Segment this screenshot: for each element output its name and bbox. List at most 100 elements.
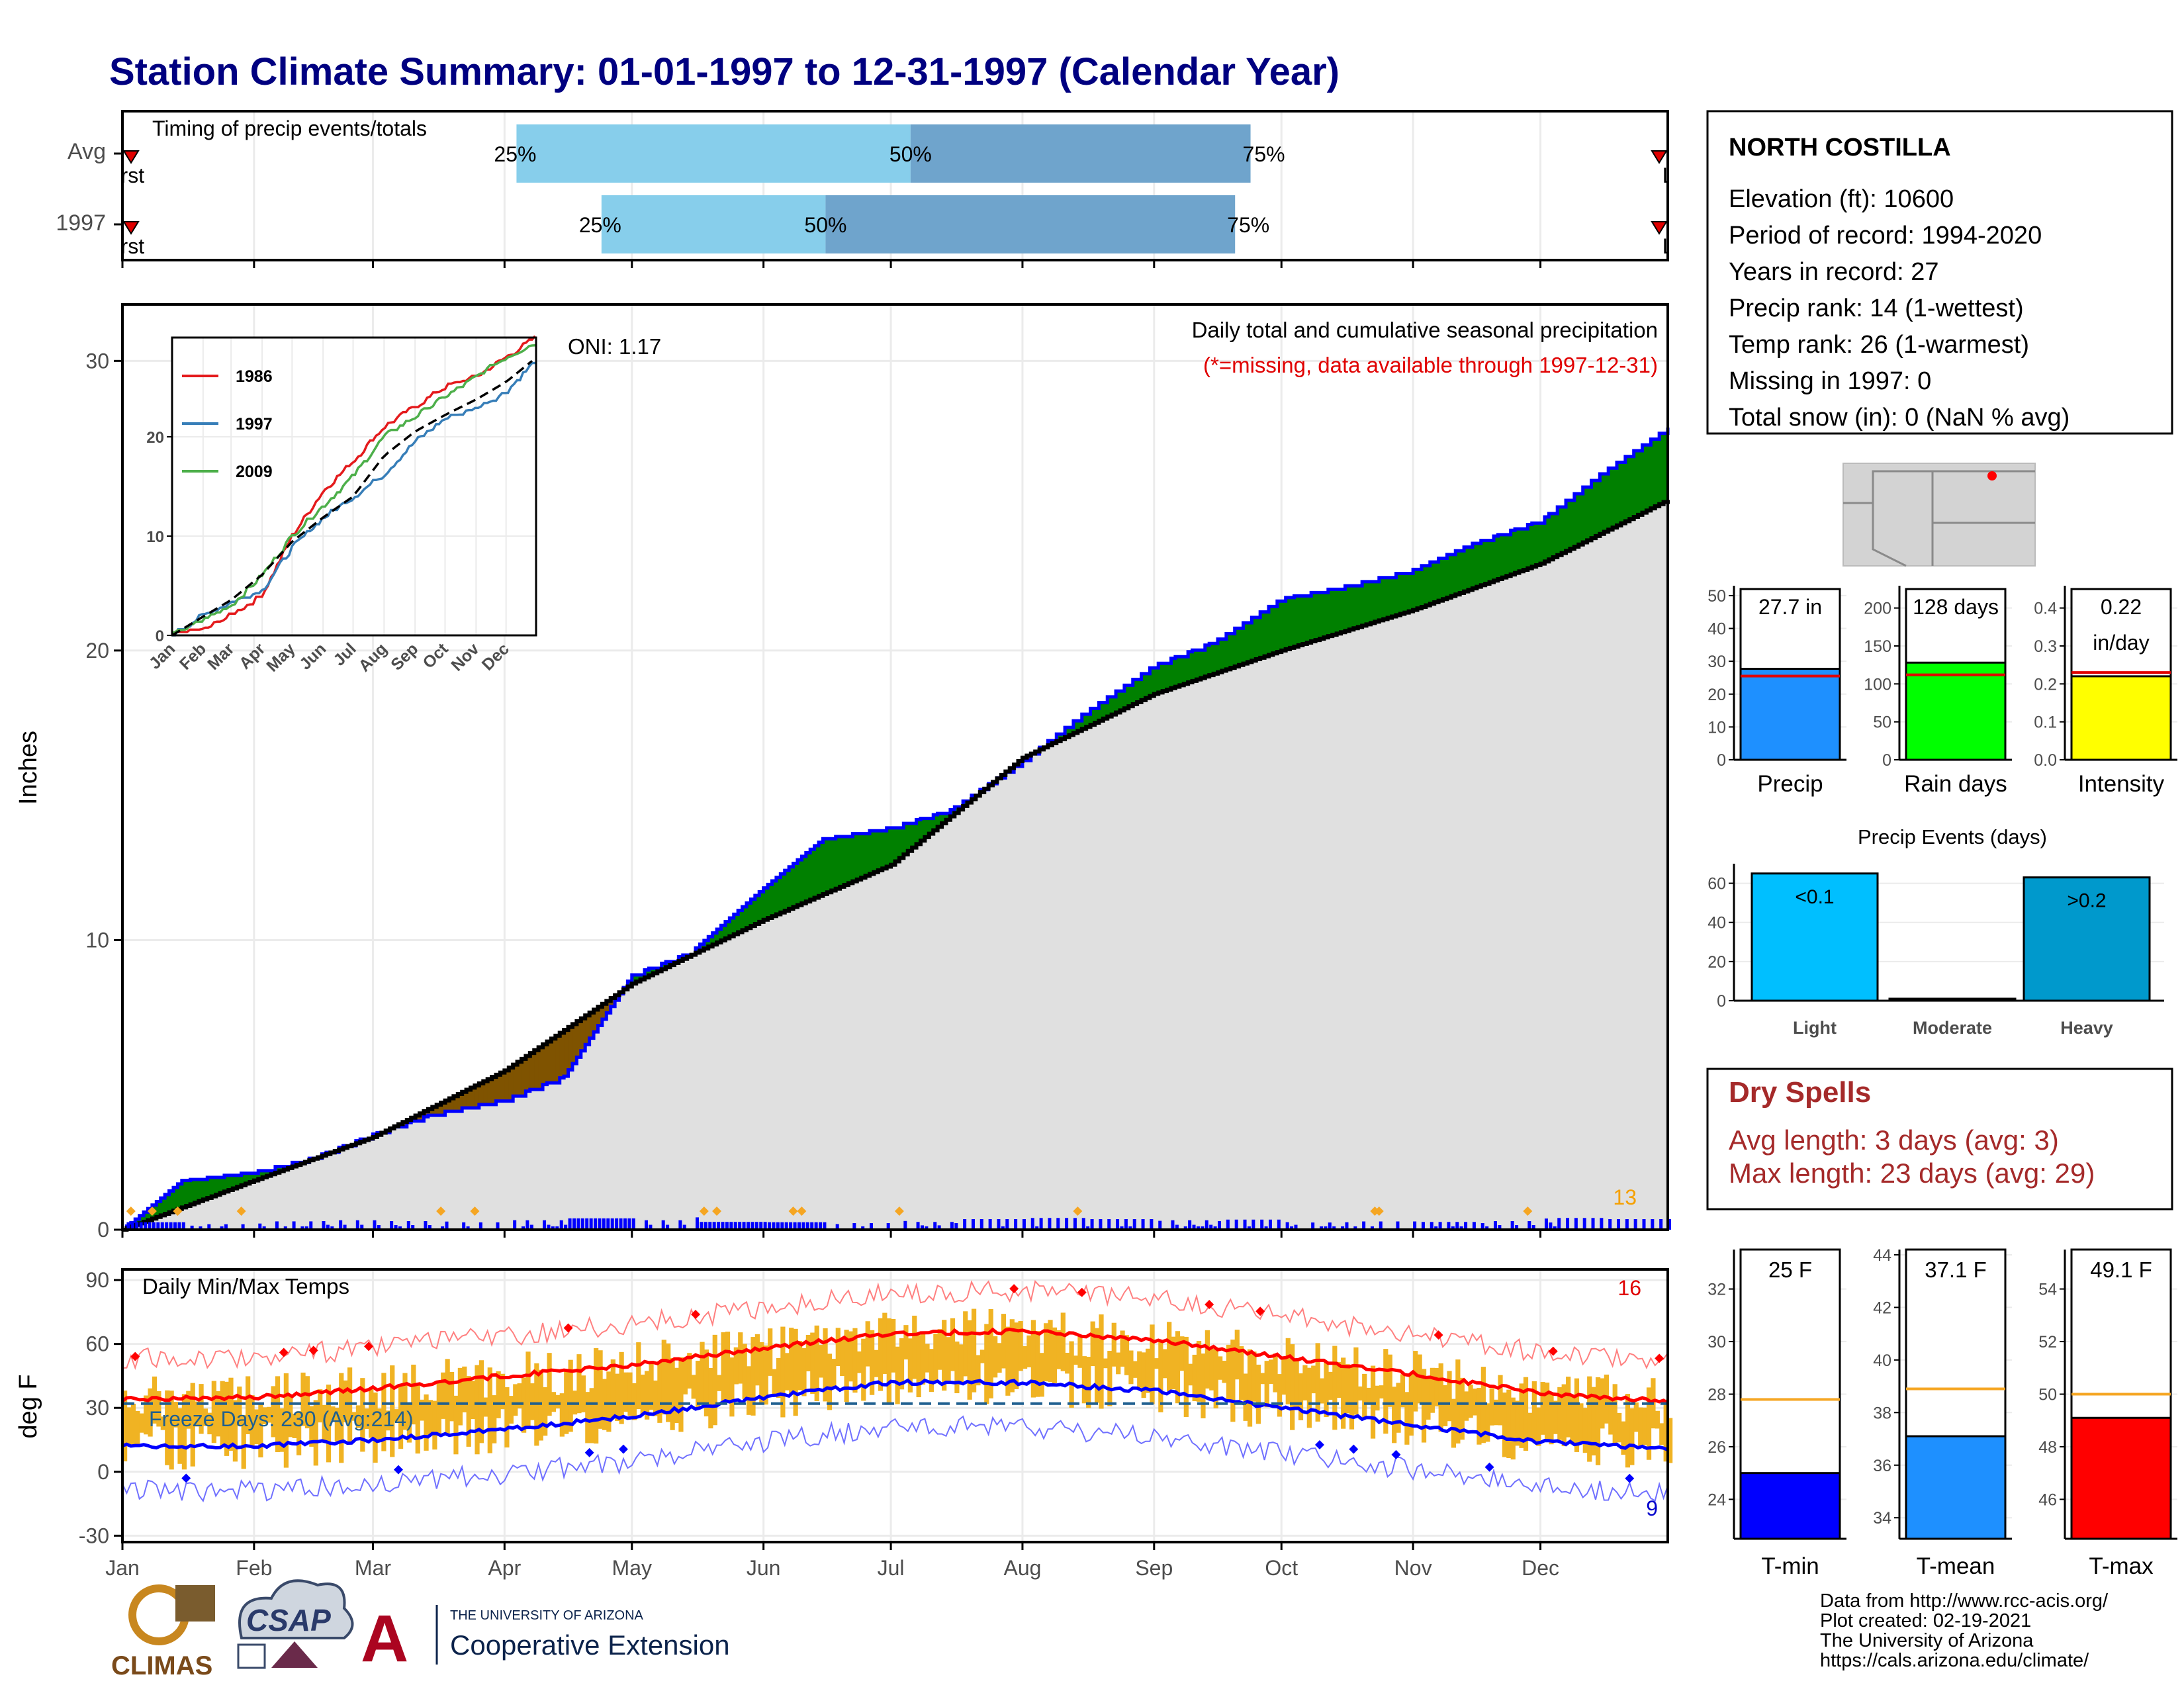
daily-precip-bar — [590, 1218, 593, 1230]
daily-temp-range — [1324, 1362, 1328, 1417]
departure-segment — [776, 878, 781, 915]
daily-temp-range — [1404, 1392, 1409, 1445]
footer-line: Data from http://www.rcc-acis.org/ — [1820, 1590, 2109, 1612]
daily-temp-range — [984, 1324, 989, 1404]
csap-logo: CSAP — [238, 1580, 353, 1668]
departure-segment — [525, 1056, 530, 1091]
departure-segment — [785, 870, 790, 911]
daily-temp-range — [1188, 1364, 1193, 1386]
inset-month-label: Oct — [419, 639, 452, 672]
stat-ytick-label: 50 — [1873, 713, 1891, 732]
departure-segment — [191, 1179, 195, 1205]
daily-temp-range — [1434, 1368, 1439, 1406]
daily-temp-range — [525, 1351, 530, 1426]
daily-precip-bar — [1040, 1218, 1043, 1230]
events-ytick-label: 0 — [1717, 992, 1726, 1011]
departure-segment — [1643, 445, 1647, 512]
oni-label: ONI: 1.17 — [568, 334, 661, 359]
month-label: Oct — [1265, 1556, 1298, 1580]
daily-temp-range — [437, 1381, 441, 1434]
daily-temp-range — [1150, 1324, 1154, 1404]
daily-precip-bar — [594, 1218, 597, 1230]
departure-segment — [1553, 514, 1558, 557]
daily-temp-range — [747, 1366, 751, 1415]
daily-temp-range — [1400, 1374, 1405, 1407]
events-category-label: Moderate — [1913, 1018, 1992, 1038]
month-label: Jul — [878, 1556, 905, 1580]
daily-temp-range — [1107, 1351, 1112, 1406]
departure-segment — [1193, 650, 1197, 681]
inset-month-label: Sep — [387, 639, 422, 674]
daily-temp-range — [696, 1361, 700, 1409]
daily-precip-bar — [623, 1218, 627, 1230]
daily-precip-bar — [1133, 1219, 1136, 1230]
daily-temp-range — [772, 1369, 776, 1394]
departure-segment — [1184, 657, 1189, 684]
daily-precip-bar — [1142, 1219, 1145, 1230]
departure-segment — [1485, 541, 1490, 584]
daily-temp-range — [1464, 1391, 1469, 1420]
daily-temp-range — [547, 1353, 551, 1416]
daily-precip-bar — [1600, 1218, 1603, 1230]
record-min-point — [585, 1448, 594, 1457]
daily-temp-range — [1154, 1358, 1159, 1369]
timing-panel: 25%50%75%FirstLast25%50%75%FirstLast Tim… — [56, 111, 1706, 268]
daily-precip-bar — [1099, 1219, 1102, 1230]
station-line: Years in record: 27 — [1729, 258, 1939, 286]
daily-temp-range — [619, 1352, 624, 1424]
departure-segment — [1481, 541, 1486, 586]
temp-stat-ytick-label: 34 — [1873, 1509, 1891, 1528]
daily-precip-bar — [1188, 1220, 1191, 1230]
record-max-point — [564, 1324, 573, 1333]
daily-temp-range — [1218, 1356, 1222, 1379]
departure-segment — [551, 1038, 556, 1083]
departure-segment — [887, 828, 891, 867]
daily-temp-range — [1265, 1361, 1269, 1407]
record-max-point — [1434, 1330, 1443, 1340]
daily-temp-range — [1307, 1368, 1312, 1428]
departure-segment — [1617, 462, 1621, 525]
daily-temp-range — [1061, 1312, 1066, 1371]
daily-temp-range — [878, 1318, 883, 1391]
daily-precip-bar — [980, 1219, 983, 1230]
daily-precip-bar — [1171, 1220, 1174, 1230]
daily-temp-range — [678, 1357, 683, 1432]
daily-precip-bar — [1608, 1219, 1612, 1230]
daily-temp-range — [1379, 1385, 1384, 1398]
daily-precip-bar — [678, 1220, 682, 1230]
departure-segment — [1375, 582, 1379, 622]
daily-temp-range — [921, 1334, 925, 1385]
heavy-event-marker — [126, 1207, 136, 1216]
departure-segment — [1367, 582, 1371, 624]
daily-precip-bar — [1269, 1220, 1272, 1230]
departure-segment — [1154, 668, 1159, 694]
station-info-box: NORTH COSTILLA Elevation (ft): 10600 Per… — [1707, 111, 2172, 434]
departure-segment — [1353, 586, 1358, 628]
daily-temp-range — [1048, 1320, 1052, 1382]
daily-temp-range — [615, 1374, 619, 1421]
daily-temp-range — [445, 1359, 450, 1436]
climas-emblem-tail — [175, 1585, 215, 1622]
stat-ytick-label: 10 — [1707, 718, 1726, 737]
footer-line: Plot created: 02-19-2021 — [1820, 1610, 2031, 1631]
daily-temp-range — [1184, 1337, 1189, 1417]
daily-temp-range — [692, 1375, 696, 1398]
daily-temp-range — [458, 1368, 463, 1426]
daily-temp-range — [1056, 1330, 1061, 1369]
daily-temp-range — [1498, 1375, 1502, 1426]
record-max-point — [1655, 1353, 1664, 1363]
departure-segment — [1316, 592, 1320, 640]
daily-temp-range — [1367, 1388, 1371, 1404]
daily-temp-range — [938, 1329, 942, 1369]
departure-segment — [1404, 574, 1409, 613]
daily-temp-range — [1248, 1349, 1252, 1427]
departure-segment — [1248, 623, 1252, 662]
departure-segment — [1447, 555, 1451, 598]
daily-temp-range — [1286, 1338, 1291, 1404]
daily-temp-range — [1065, 1353, 1069, 1373]
departure-segment — [878, 831, 883, 870]
departure-segment — [882, 831, 887, 868]
daily-temp-range — [530, 1383, 535, 1420]
